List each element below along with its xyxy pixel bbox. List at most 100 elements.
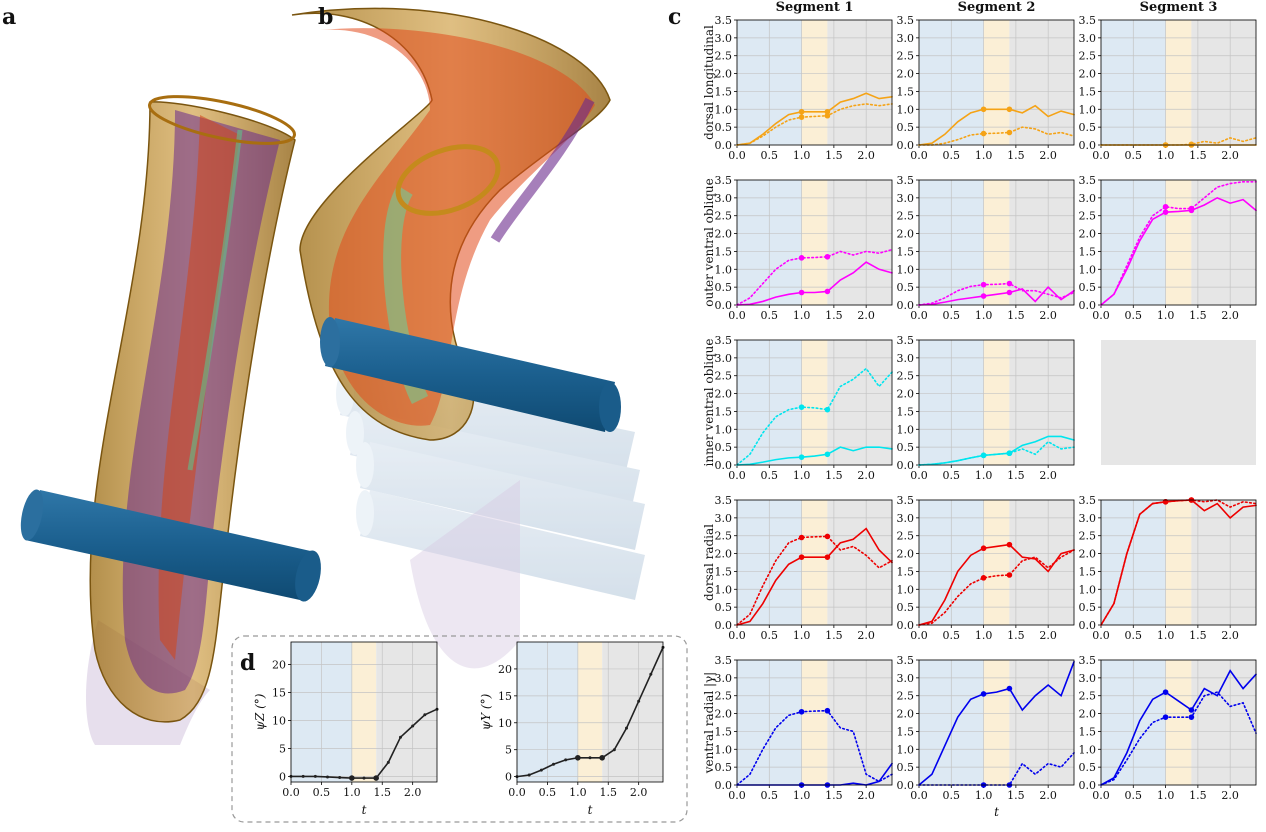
x-tick-label: 2.0 bbox=[857, 789, 875, 802]
x-tick-label: 2.0 bbox=[857, 469, 875, 482]
y-tick-label: 2.0 bbox=[897, 228, 915, 241]
x-tick-label: 0.0 bbox=[508, 786, 526, 799]
y-tick-label: 3.0 bbox=[715, 352, 733, 365]
y-tick-label: 3.5 bbox=[1079, 14, 1097, 27]
y-tick-label: 2.0 bbox=[715, 548, 733, 561]
data-point bbox=[387, 761, 390, 764]
data-point bbox=[1189, 714, 1195, 720]
data-point bbox=[1163, 714, 1169, 720]
y-tick-label: 3.0 bbox=[897, 352, 915, 365]
x-tick-label: 0.5 bbox=[943, 309, 961, 322]
data-point bbox=[1007, 450, 1013, 456]
y-tick-label: 2.0 bbox=[897, 548, 915, 561]
phase-span bbox=[802, 500, 828, 625]
phase-span bbox=[1166, 180, 1192, 305]
data-point bbox=[411, 725, 414, 728]
subplot: 0.00.51.01.52.00.00.51.01.52.02.53.03.5 bbox=[715, 654, 893, 802]
data-point bbox=[528, 774, 531, 777]
column-title: Segment 3 bbox=[1140, 0, 1218, 15]
phase-span bbox=[827, 340, 892, 465]
data-point bbox=[1007, 106, 1013, 112]
data-point bbox=[799, 554, 805, 560]
row-label: ventral radial |γ| bbox=[702, 672, 716, 774]
subplot: 0.00.51.01.52.005101520 bbox=[498, 642, 665, 799]
subplot: 0.00.51.01.52.005101520 bbox=[272, 642, 439, 799]
data-point bbox=[1163, 209, 1169, 215]
y-tick-label: 2.0 bbox=[1079, 68, 1097, 81]
x-tick-label: 0.0 bbox=[282, 786, 300, 799]
data-point bbox=[314, 775, 317, 778]
subplot: 0.00.51.01.52.00.00.51.01.52.02.53.03.5 bbox=[1079, 494, 1257, 642]
x-axis-label: t bbox=[994, 805, 999, 819]
y-tick-label: 3.5 bbox=[1079, 494, 1097, 507]
y-tick-label: 1.0 bbox=[715, 423, 733, 436]
x-axis-label: t bbox=[362, 803, 367, 817]
y-tick-label: 2.0 bbox=[715, 68, 733, 81]
y-tick-label: 2.5 bbox=[715, 210, 733, 223]
data-point bbox=[825, 451, 831, 457]
data-point bbox=[825, 534, 831, 540]
x-tick-label: 2.0 bbox=[1039, 149, 1057, 162]
y-tick-label: 3.5 bbox=[897, 14, 915, 27]
x-tick-label: 1.0 bbox=[793, 149, 811, 162]
phase-span bbox=[802, 660, 828, 785]
y-tick-label: 2.5 bbox=[715, 530, 733, 543]
y-tick-label: 1.5 bbox=[715, 405, 733, 418]
subplot: 0.00.51.01.52.00.00.51.01.52.02.53.03.5 bbox=[1079, 174, 1257, 322]
data-point bbox=[981, 453, 987, 459]
x-tick-label: 1.0 bbox=[793, 789, 811, 802]
data-point bbox=[981, 106, 987, 112]
y-tick-label: 5 bbox=[279, 742, 286, 755]
y-tick-label: 0.5 bbox=[715, 281, 733, 294]
data-point bbox=[1189, 707, 1195, 713]
y-tick-label: 2.0 bbox=[1079, 708, 1097, 721]
x-tick-label: 1.0 bbox=[975, 629, 993, 642]
data-point bbox=[825, 289, 831, 295]
phase-span bbox=[1009, 660, 1074, 785]
data-point bbox=[981, 293, 987, 299]
data-point bbox=[1189, 141, 1195, 147]
y-tick-label: 2.0 bbox=[1079, 228, 1097, 241]
y-tick-label: 0.0 bbox=[897, 139, 915, 152]
column-title: Segment 1 bbox=[776, 0, 854, 15]
data-point bbox=[1189, 206, 1195, 212]
phase-span bbox=[984, 340, 1010, 465]
x-tick-label: 1.5 bbox=[825, 789, 843, 802]
x-tick-label: 1.0 bbox=[1157, 309, 1175, 322]
subplot: 0.00.51.01.52.00.00.51.01.52.02.53.03.5 bbox=[715, 334, 893, 482]
y-tick-label: 0.0 bbox=[897, 619, 915, 632]
x-tick-label: 2.0 bbox=[1221, 309, 1239, 322]
x-tick-label: 1.5 bbox=[1007, 629, 1025, 642]
x-tick-label: 0.5 bbox=[1125, 149, 1143, 162]
y-tick-label: 3.5 bbox=[715, 14, 733, 27]
y-tick-label: 1.0 bbox=[1079, 743, 1097, 756]
y-tick-label: 0.0 bbox=[897, 299, 915, 312]
y-tick-label: 2.5 bbox=[897, 50, 915, 63]
y-tick-label: 0.5 bbox=[1079, 761, 1097, 774]
x-tick-label: 1.0 bbox=[1157, 149, 1175, 162]
data-point bbox=[552, 763, 555, 766]
y-tick-label: 1.0 bbox=[715, 743, 733, 756]
y-tick-label: 1.0 bbox=[897, 743, 915, 756]
x-tick-label: 1.5 bbox=[1007, 789, 1025, 802]
y-tick-label: 1.0 bbox=[897, 263, 915, 276]
data-point bbox=[799, 709, 805, 715]
x-tick-label: 1.0 bbox=[569, 786, 587, 799]
subplot: 0.00.51.01.52.00.00.51.01.52.02.53.03.5 bbox=[897, 494, 1075, 642]
data-point bbox=[825, 113, 831, 119]
x-tick-label: 0.5 bbox=[761, 469, 779, 482]
y-tick-label: 3.0 bbox=[715, 672, 733, 685]
data-point bbox=[338, 776, 341, 779]
x-tick-label: 1.5 bbox=[1007, 149, 1025, 162]
empty-panel bbox=[1101, 340, 1256, 465]
y-tick-label: 2.0 bbox=[897, 68, 915, 81]
y-tick-label: 2.0 bbox=[715, 708, 733, 721]
subplot: 0.00.51.01.52.00.00.51.01.52.02.53.03.5 bbox=[715, 494, 893, 642]
data-point bbox=[326, 775, 329, 778]
y-tick-label: 0.0 bbox=[715, 139, 733, 152]
y-tick-label: 1.5 bbox=[715, 565, 733, 578]
y-tick-label: 1.5 bbox=[715, 245, 733, 258]
y-tick-label: 0.5 bbox=[897, 281, 915, 294]
